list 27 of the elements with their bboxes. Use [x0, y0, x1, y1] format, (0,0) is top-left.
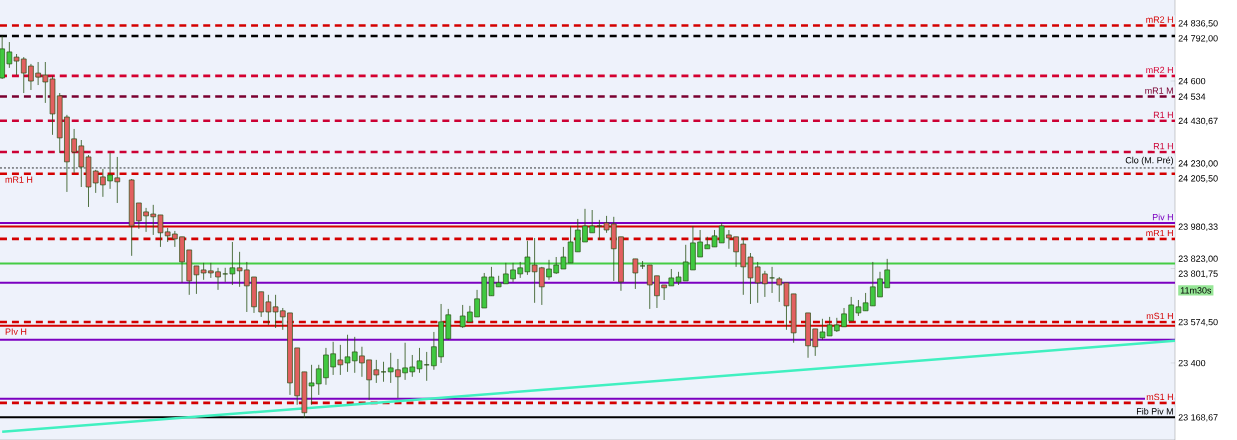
ref-line-label: R1 H	[1153, 111, 1173, 119]
ref-line-label: mR2 H	[1146, 16, 1173, 23]
ref-line-label: mR2 H	[1146, 66, 1173, 74]
y-tick-label: 24 792,00	[1178, 35, 1218, 43]
ref-line-label: Clo (M. Pré)	[1125, 156, 1174, 166]
y-tick-label: 23 168,67	[1178, 414, 1218, 422]
ref-line-label: PIv H	[5, 328, 27, 335]
y-tick-label: 24 230,00	[1178, 160, 1218, 168]
y-tick-label: 24 600	[1178, 77, 1206, 85]
y-tick-label: 23 400	[1178, 359, 1206, 367]
y-tick-label: 24 205,50	[1178, 175, 1218, 183]
ref-line-label: mR1 H	[5, 176, 33, 183]
ref-line-label: R1 H	[1153, 143, 1173, 150]
ref-line-label: mS1 H	[1146, 393, 1173, 401]
ref-line-label: mR1 H	[1146, 229, 1173, 237]
ref-line-label: Piv H	[1152, 213, 1173, 221]
y-tick-label: 23 823,00	[1178, 255, 1218, 263]
y-tick-label: 23 980,33	[1178, 223, 1218, 231]
y-tick-label: 23 801,75	[1178, 270, 1218, 278]
y-tick-label: 24 836,50	[1178, 20, 1218, 28]
y-tick-label: 24 534	[1178, 93, 1206, 100]
text: 11m30s	[1180, 287, 1212, 294]
ref-line-label: mS1 H	[1146, 312, 1173, 320]
y-tick-label: 23 574,50	[1178, 318, 1218, 327]
ref-line-label: mR1 M	[1145, 87, 1173, 94]
y-tick-label: 24 430,67	[1178, 117, 1218, 126]
ref-line-label: Fib Piv M	[1136, 407, 1173, 415]
